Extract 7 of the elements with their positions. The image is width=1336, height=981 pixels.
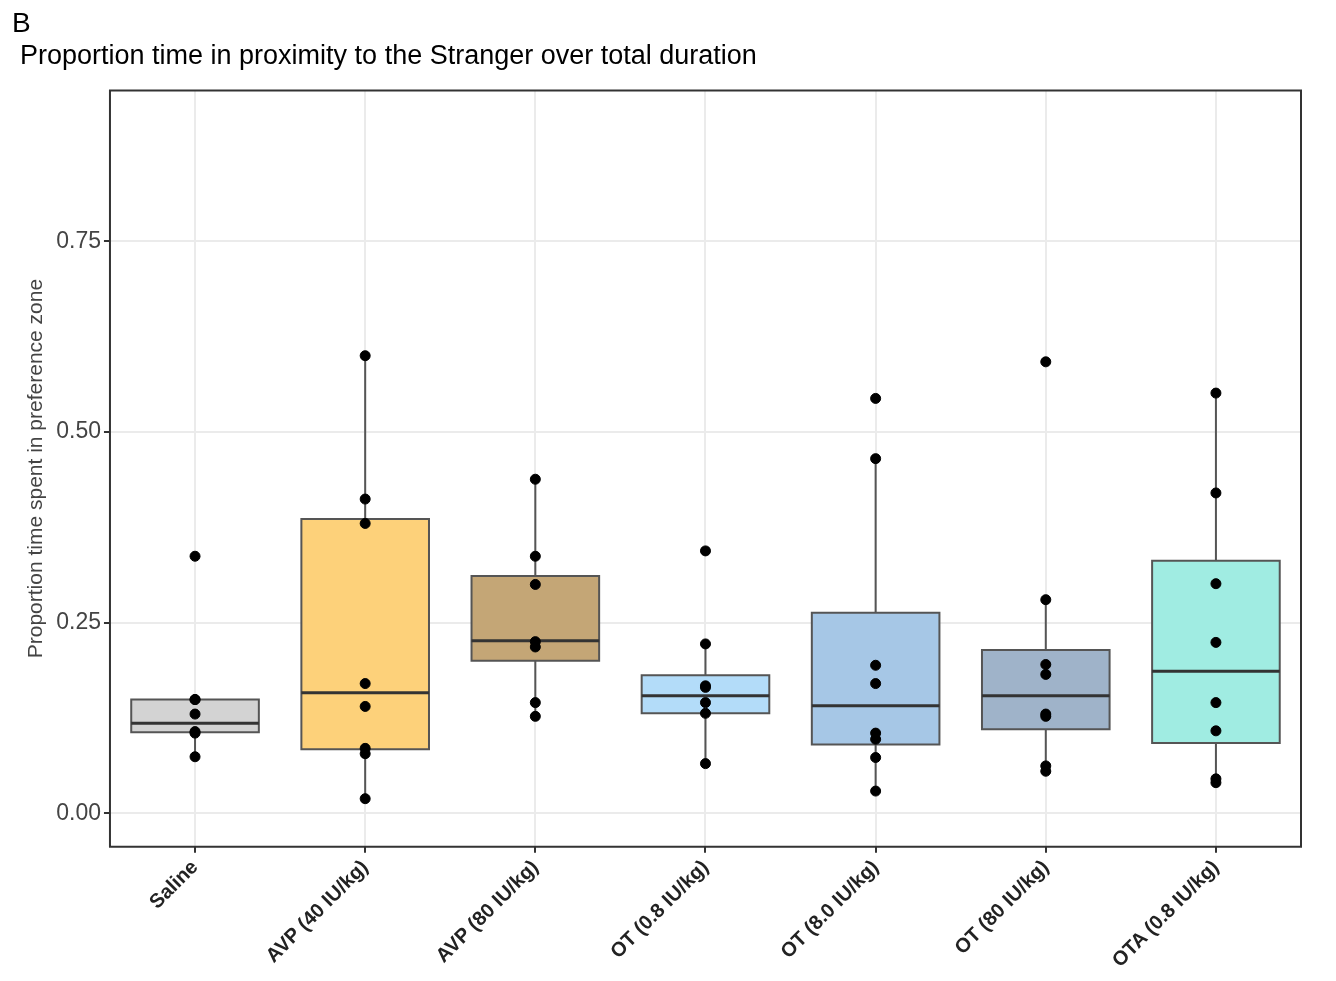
y-tick-label: 0.50 [56, 417, 101, 444]
y-tick-label: 0.75 [56, 226, 101, 253]
chart-title: Proportion time in proximity to the Stranger over total duration [20, 39, 757, 70]
y-tick-label: 0.00 [56, 798, 101, 825]
text: B [12, 6, 31, 38]
y-tick-label: 0.25 [56, 607, 101, 634]
y-axis-title: Proportion time spent in preference zone [23, 278, 47, 659]
